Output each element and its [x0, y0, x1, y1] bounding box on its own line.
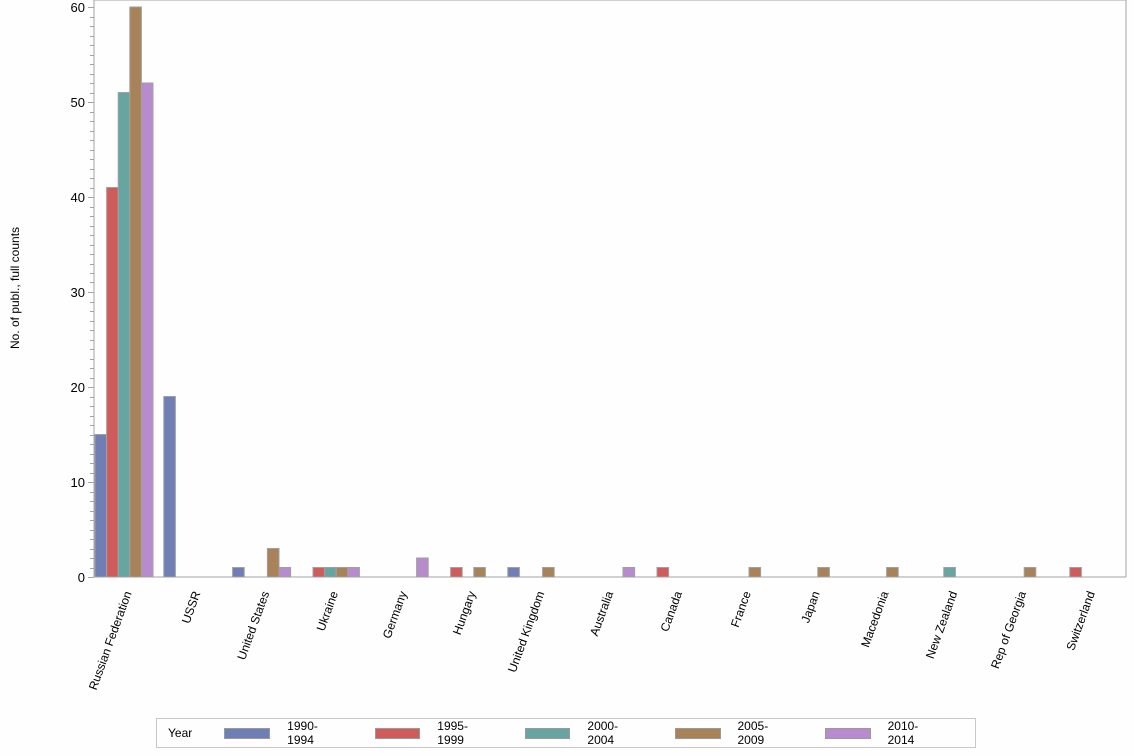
- bar: [129, 6, 142, 578]
- bar: [106, 187, 119, 578]
- bar: [278, 567, 292, 578]
- legend-swatch: [224, 727, 271, 739]
- x-tick-label: Canada: [657, 589, 685, 634]
- legend-label: 2005-2009: [737, 719, 769, 747]
- legend-label: 2000-2004: [587, 719, 619, 747]
- y-axis: 0 10 20 30 40 50 60: [71, 0, 94, 585]
- x-tick-label: France: [728, 589, 754, 629]
- bar: [656, 567, 670, 578]
- bar: [1023, 567, 1037, 578]
- x-axis-labels: Russian Federation USSR United States Ukrai…: [86, 589, 1098, 692]
- bar: [117, 92, 131, 578]
- legend-swatch: [824, 727, 871, 739]
- bar: [542, 567, 555, 578]
- x-tick-label: Macedonia: [858, 589, 891, 649]
- bar: [507, 567, 520, 578]
- bar: [943, 567, 956, 578]
- x-tick-label: United States: [234, 589, 272, 661]
- legend-item-2010-2014: 2010-2014: [824, 719, 941, 747]
- legend-item-2000-2004: 2000-2004: [524, 719, 641, 747]
- legend: Year 1990-1994 1995-1999 2000-2004 2005-…: [156, 718, 976, 748]
- bar: [817, 567, 830, 578]
- bars: [94, 6, 1082, 578]
- y-tick-label: 20: [71, 380, 85, 395]
- legend-swatch: [674, 727, 721, 739]
- x-tick-label: Germany: [380, 589, 410, 640]
- bar: [886, 567, 899, 578]
- y-tick-label: 50: [71, 95, 85, 110]
- bar: [324, 567, 337, 578]
- y-tick-label: 40: [71, 190, 85, 205]
- bar: [347, 567, 360, 578]
- bar: [473, 567, 486, 578]
- bar: [94, 434, 108, 578]
- legend-swatch: [524, 727, 571, 739]
- bar: [416, 557, 429, 578]
- x-tick-label: Russian Federation: [86, 589, 135, 692]
- x-tick-label: Hungary: [450, 589, 479, 636]
- legend-label: 1990-1994: [287, 719, 318, 747]
- x-tick-label: Japan: [798, 589, 822, 625]
- y-axis-title: No. of publ., full counts: [8, 227, 22, 349]
- x-tick-label: Ukraine: [314, 589, 341, 633]
- y-tick-label: 30: [71, 285, 85, 300]
- bar: [232, 567, 245, 578]
- bar: [312, 567, 326, 578]
- bar: [140, 82, 154, 578]
- x-tick-label: Australia: [587, 589, 616, 638]
- legend-item-2005-2009: 2005-2009: [674, 719, 791, 747]
- bar: [266, 548, 280, 578]
- legend-swatch: [374, 727, 421, 739]
- bar: [1069, 567, 1082, 578]
- legend-item-1990-1994: 1990-1994: [224, 719, 340, 747]
- bar: [748, 567, 762, 578]
- x-tick-label: United Kingdom: [505, 589, 547, 674]
- bar: [450, 567, 463, 578]
- x-tick-label: USSR: [179, 589, 204, 625]
- legend-item-1995-1999: 1995-1999: [374, 719, 491, 747]
- bar: [622, 567, 636, 578]
- legend-label: 2010-2014: [887, 719, 919, 747]
- legend-label: 1995-1999: [437, 719, 468, 747]
- y-tick-label: 0: [78, 570, 85, 585]
- y-tick-label: 10: [71, 475, 85, 490]
- x-tick-label: New Zealand: [923, 589, 960, 660]
- x-tick-label: Rep of Georgia: [988, 589, 1029, 671]
- y-tick-label: 60: [71, 0, 85, 15]
- x-tick-label: Switzerland: [1063, 589, 1097, 652]
- legend-title: Year: [168, 726, 193, 740]
- plot-frame: [93, 0, 1127, 578]
- bar: [163, 396, 176, 578]
- bar: [335, 567, 349, 578]
